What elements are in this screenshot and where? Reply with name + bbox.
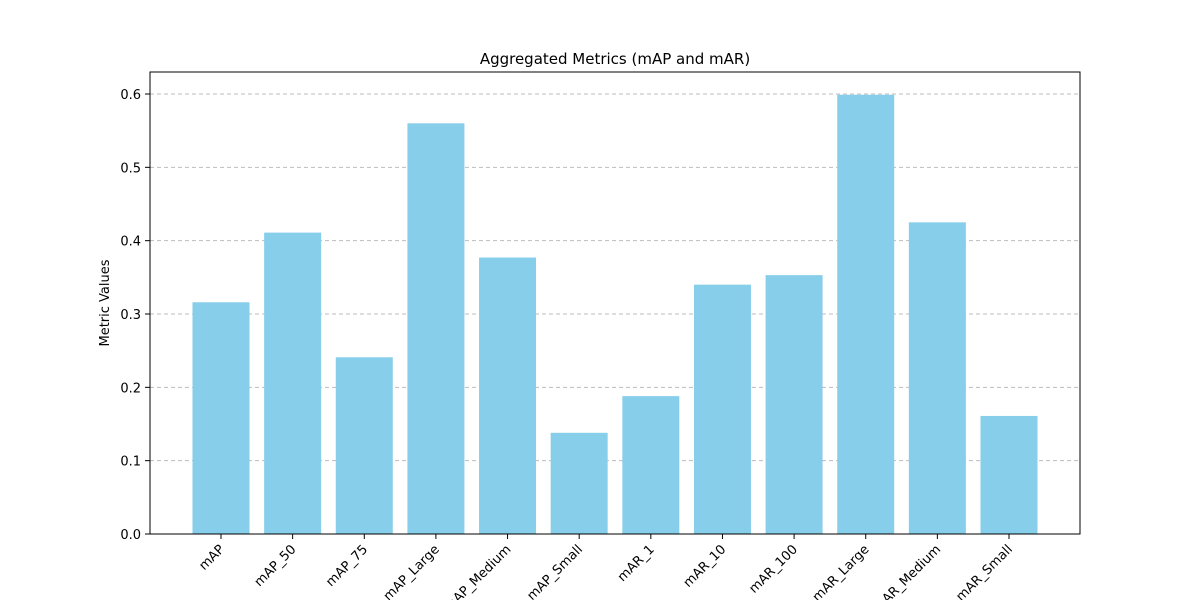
plot-frame [149,71,1081,535]
bar [693,284,751,534]
bar [837,94,895,534]
bar [550,432,608,534]
y-tick-label: 0.4 [120,235,141,250]
chart-title: Aggregated Metrics (mAP and mAR) [480,50,750,68]
bar [407,123,465,534]
y-tick-label: 0.3 [120,308,141,323]
y-axis-ticks: 0.0 0.1 0.2 0.3 0.4 0.5 0.6 [120,88,150,543]
y-tick-label: 0.0 [120,528,141,543]
bar [264,232,322,534]
bar [192,302,250,534]
y-tick-label: 0.1 [120,455,141,470]
bar [765,275,823,534]
y-axis-label: Metric Values [98,259,113,346]
bar [908,222,966,535]
bar [622,396,680,534]
bar [335,357,393,534]
bar [479,257,537,534]
y-tick-label: 0.5 [120,161,141,176]
y-tick-label: 0.6 [120,88,141,103]
bar [980,415,1038,534]
y-tick-label: 0.2 [120,381,141,396]
bars [192,94,1038,535]
